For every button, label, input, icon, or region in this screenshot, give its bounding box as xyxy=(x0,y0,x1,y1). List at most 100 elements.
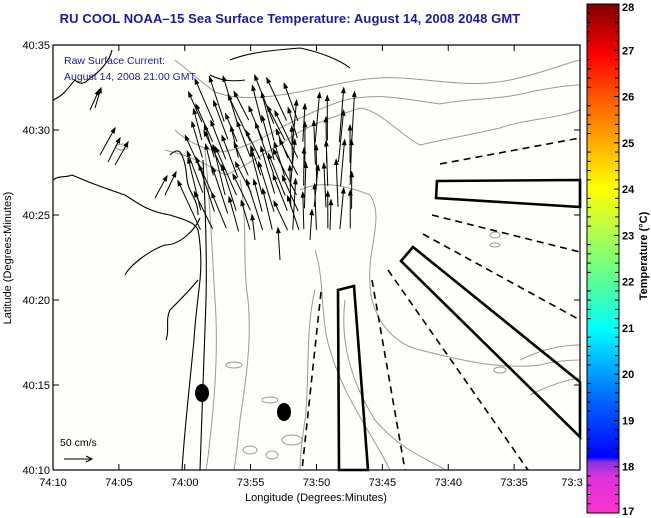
current-vector xyxy=(107,136,121,163)
x-tick-label: 74:10 xyxy=(39,477,67,489)
current-vector xyxy=(260,145,276,194)
x-tick-labels: 74:10 74:05 74:00 73:55 73:50 73:45 73:40 73:35… xyxy=(39,477,582,489)
current-vector xyxy=(339,186,346,230)
coastline-segment xyxy=(169,150,199,216)
current-vector xyxy=(245,129,261,160)
colorbar-tick-label: 25 xyxy=(622,138,634,150)
contour-line xyxy=(204,149,217,471)
coastline-segment xyxy=(165,279,199,341)
colorbar-tick-label: 20 xyxy=(622,369,634,381)
current-vector xyxy=(214,145,237,196)
plot-area xyxy=(53,45,580,470)
contour-line xyxy=(519,344,581,361)
current-vector xyxy=(261,187,273,230)
current-vector xyxy=(245,178,264,231)
current-vector xyxy=(292,98,299,143)
current-vector xyxy=(186,150,204,193)
current-vector xyxy=(348,138,354,185)
x-tick-label: 73:45 xyxy=(369,477,397,489)
current-vector xyxy=(266,105,286,141)
coastline-segment xyxy=(199,159,207,471)
colorbar-tick-label: 23 xyxy=(622,230,634,242)
current-vector xyxy=(254,73,275,125)
current-vectors xyxy=(89,73,357,261)
coastline xyxy=(52,47,351,471)
current-vector xyxy=(208,75,225,122)
y-tick-label: 40:25 xyxy=(22,210,50,222)
current-vector xyxy=(312,182,318,230)
x-ticks xyxy=(52,45,581,470)
current-vector xyxy=(221,163,237,211)
colorbar-tick-label: 17 xyxy=(622,506,634,518)
scale-arrow-icon xyxy=(64,455,94,463)
current-vector xyxy=(191,120,203,158)
traffic-separation-lines xyxy=(301,137,581,471)
current-vector xyxy=(192,107,203,141)
current-vector xyxy=(211,143,226,196)
annotation-current-label: Raw Surface Current: xyxy=(64,55,165,67)
current-vector xyxy=(287,106,298,139)
current-vector xyxy=(351,90,357,141)
current-vector xyxy=(257,160,275,212)
x-axis-label: Longitude (Degrees:Minutes) xyxy=(245,492,387,504)
current-vector xyxy=(252,178,263,212)
chart-title: RU COOL NOAA–15 Sea Surface Temperature:… xyxy=(59,11,521,26)
current-vector xyxy=(340,138,347,187)
current-vector xyxy=(177,179,201,230)
buoy-marker[interactable] xyxy=(277,403,291,421)
current-vector xyxy=(229,124,239,158)
current-vector xyxy=(195,103,214,143)
current-vector xyxy=(272,147,297,196)
current-vector xyxy=(314,91,322,143)
current-vector xyxy=(249,149,263,194)
current-vector xyxy=(188,90,203,123)
current-vector xyxy=(349,170,355,209)
current-vector xyxy=(311,119,317,165)
colorbar-tick-label: 21 xyxy=(622,323,634,335)
dashed-boundary xyxy=(301,291,322,471)
current-vector xyxy=(273,140,286,177)
y-tick-label: 40:10 xyxy=(22,465,50,477)
coastline-segment xyxy=(229,47,351,69)
dashed-boundary xyxy=(371,279,406,471)
coastline-segment xyxy=(52,174,202,471)
current-vector xyxy=(114,140,129,166)
y-axis-label: Latitude (Degrees:Minutes) xyxy=(2,192,14,325)
current-vector xyxy=(260,91,275,141)
current-vector xyxy=(324,94,330,141)
current-vector xyxy=(236,120,251,157)
x-tick-label: 74:00 xyxy=(171,477,199,489)
current-vector xyxy=(255,121,275,175)
x-tick-label: 74:05 xyxy=(105,477,133,489)
current-vector xyxy=(228,195,240,232)
colorbar-tick-label: 28 xyxy=(622,2,634,14)
current-vector xyxy=(250,144,262,176)
coastline-segment xyxy=(52,49,113,101)
colorbar-tick-label: 26 xyxy=(622,92,634,104)
current-vector xyxy=(203,123,215,158)
current-vector xyxy=(260,114,275,161)
x-tick-label: 73:40 xyxy=(434,477,462,489)
current-vector xyxy=(99,126,116,156)
current-vector xyxy=(321,161,327,208)
x-tick-label: 73:55 xyxy=(237,477,265,489)
scale-label: 50 cm/s xyxy=(60,437,97,449)
contour-line xyxy=(343,299,446,471)
current-vector xyxy=(273,199,289,231)
buoy-marker[interactable] xyxy=(195,384,209,402)
current-vector xyxy=(251,84,263,124)
current-vector xyxy=(232,172,251,211)
y-ticks xyxy=(53,44,580,471)
current-vector xyxy=(328,198,334,231)
current-vector xyxy=(194,77,215,123)
current-vector xyxy=(302,120,308,164)
current-vector xyxy=(267,152,286,196)
current-vector xyxy=(289,138,297,187)
current-vector xyxy=(213,99,229,140)
current-vector xyxy=(325,190,331,229)
current-vector xyxy=(289,125,295,164)
current-vector xyxy=(347,189,353,229)
current-vector xyxy=(164,170,177,196)
colorbar-tick-labels: 17 18 19 20 21 22 23 24 25 26 27 28 xyxy=(622,2,635,518)
